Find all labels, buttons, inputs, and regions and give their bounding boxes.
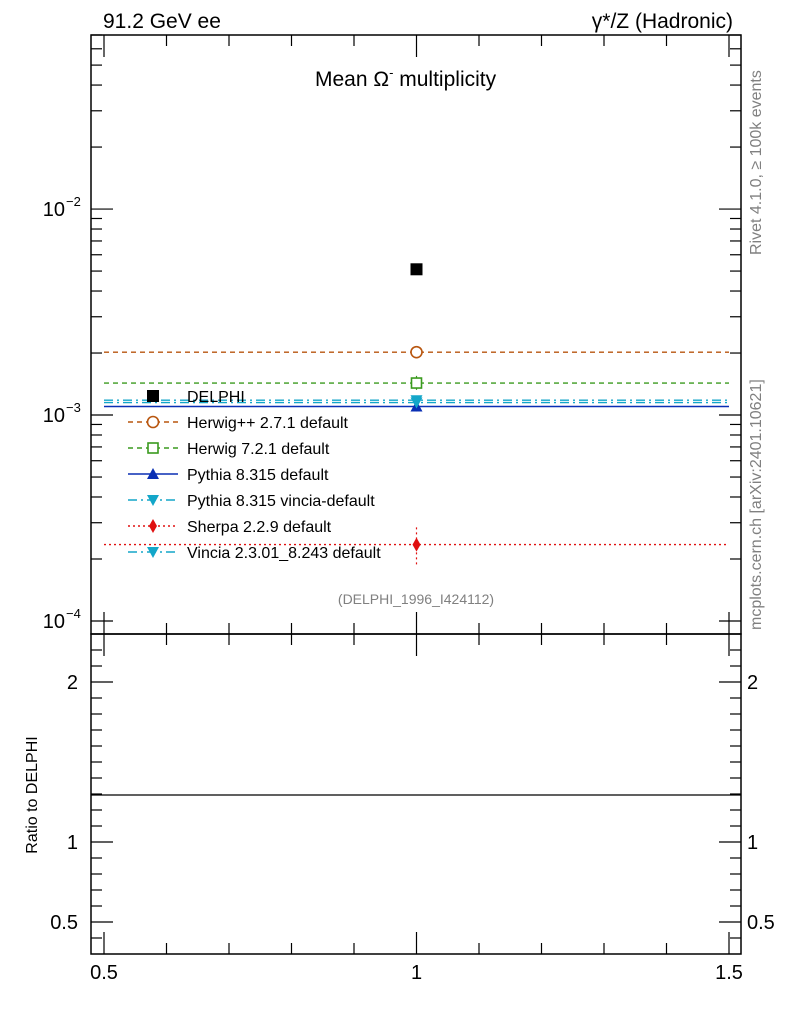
main-y-tick-label-exponent: −2 — [66, 194, 81, 209]
legend-entry: Herwig 7.2.1 default — [128, 441, 330, 458]
energy-label: 91.2 GeV ee — [103, 10, 221, 33]
mc-series-marker — [410, 397, 423, 409]
main-panel: 10−410−310−2 Mean Ω- multiplicity (DELPH… — [43, 34, 742, 635]
ratio-y-tick-label-right: 1 — [747, 832, 758, 854]
legend-marker — [147, 495, 159, 506]
legend-label: DELPHI — [187, 389, 245, 406]
legend-marker — [147, 468, 159, 479]
mc-series-lines — [104, 345, 729, 566]
main-y-tick-label: 10 — [43, 405, 65, 427]
legend-marker — [147, 547, 159, 558]
ratio-x-tick-label: 1 — [411, 962, 422, 984]
ratio-x-tick-label: 0.5 — [90, 962, 118, 984]
mc-series-marker — [410, 345, 423, 359]
legend-label: Vincia 2.3.01_8.243 default — [187, 545, 381, 562]
legend-entry: DELPHI — [147, 389, 245, 406]
chart-title: Mean Ω- multiplicity — [315, 65, 497, 91]
main-y-tick-label-exponent: −4 — [66, 606, 81, 621]
data-points — [410, 263, 423, 276]
ratio-y-tick-label: 0.5 — [50, 912, 78, 934]
main-y-tick-label: 10 — [43, 199, 65, 221]
legend-entry: Pythia 8.315 vincia-default — [128, 493, 375, 510]
legend-label: Pythia 8.315 vincia-default — [187, 493, 375, 510]
ratio-frame — [90, 633, 742, 955]
legend-entry: Vincia 2.3.01_8.243 default — [128, 545, 381, 562]
legend-label: Sherpa 2.2.9 default — [187, 519, 332, 536]
ratio-y-tick-label-right: 2 — [747, 672, 758, 694]
chart-title-sup: - — [389, 65, 393, 80]
legend-entry: Herwig++ 2.7.1 default — [128, 415, 349, 432]
main-y-tick-label-exponent: −3 — [66, 400, 81, 415]
ratio-axis-ticks — [91, 634, 741, 954]
ratio-y-tick-label: 1 — [67, 832, 78, 854]
chart-title-rest: multiplicity — [393, 68, 496, 91]
data-point-marker — [410, 263, 423, 276]
ratio-y-axis-label: Ratio to DELPHI — [24, 736, 41, 853]
mc-series-marker — [410, 377, 423, 389]
chart-title-main: Mean Ω — [315, 68, 389, 91]
legend-label: Herwig++ 2.7.1 default — [187, 415, 349, 432]
main-y-tick-label: 10 — [43, 611, 65, 633]
main-y-tick-labels: 10−410−310−2 — [43, 194, 81, 633]
ratio-panel: 0.5 0.5 1 1 2 2 0.5 1 1.5 Ratio to DELPHI — [24, 633, 775, 984]
process-label: γ*/Z (Hadronic) — [592, 10, 733, 33]
legend-label: Herwig 7.2.1 default — [187, 441, 330, 458]
ratio-y-tick-label: 2 — [67, 672, 78, 694]
legend-marker — [146, 415, 160, 429]
legend-entry: Sherpa 2.2.9 default — [128, 519, 332, 536]
ratio-x-tick-label: 1.5 — [715, 962, 743, 984]
legend: DELPHI Herwig++ 2.7.1 default Herwig 7.2.1… — [128, 389, 381, 562]
legend-marker — [147, 390, 159, 402]
mc-series-marker — [412, 537, 421, 552]
main-axis-ticks — [91, 34, 741, 634]
legend-marker — [147, 442, 159, 454]
mcplots-label: mcplots.cern.ch [arXiv:2401.10621] — [748, 379, 765, 630]
legend-label: Pythia 8.315 default — [187, 467, 329, 484]
ratio-tick-labels: 0.5 0.5 1 1 2 2 0.5 1 1.5 — [50, 672, 775, 984]
analysis-id-annotation: (DELPHI_1996_I424112) — [338, 591, 494, 607]
legend-marker — [149, 519, 157, 533]
legend-entry: Pythia 8.315 default — [128, 467, 329, 484]
rivet-version-label: Rivet 4.1.0, ≥ 100k events — [748, 70, 765, 255]
ratio-y-tick-label-right: 0.5 — [747, 912, 775, 934]
